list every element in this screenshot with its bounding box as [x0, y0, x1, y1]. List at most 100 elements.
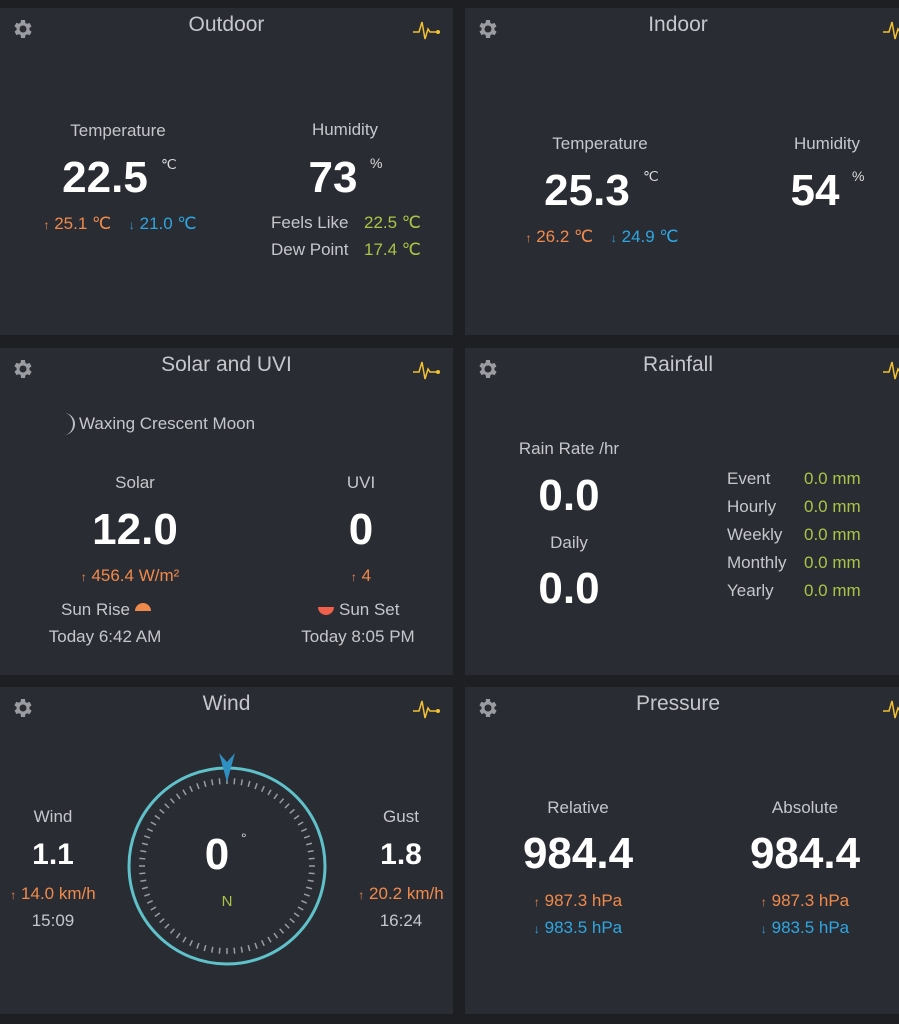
pulse-chart-icon[interactable] — [413, 698, 441, 720]
compass-tick — [175, 932, 181, 939]
rain-row-hourly: Hourly 0.0 mm — [727, 497, 861, 516]
temp-high: ↑ 25.1 ℃ — [43, 214, 112, 233]
rain-totals: Event 0.0 mm Hourly 0.0 mm Weekly 0.0 mm Mo… — [727, 465, 861, 605]
temperature-label: Temperature — [70, 121, 166, 140]
compass-tick — [140, 879, 147, 883]
card-title: Indoor — [648, 13, 708, 36]
compass-tick — [284, 803, 290, 809]
rainfall-card: Rainfall Rain Rate /hr 0.0 Daily 0.0 Eve… — [465, 348, 899, 675]
wind-label: Wind — [33, 807, 73, 826]
compass-tick — [247, 945, 251, 952]
compass-tick — [293, 912, 300, 918]
dew-point-label: Dew Point — [271, 240, 349, 259]
compass-tick — [240, 779, 244, 786]
absolute-label: Absolute — [771, 798, 839, 817]
arrow-up-icon: ↑ — [525, 231, 532, 245]
rain-rate-value: 0.0 — [538, 471, 600, 520]
daily-value: 0.0 — [538, 564, 600, 613]
sunrise-label: Sun Rise — [61, 600, 130, 619]
arrow-down-icon: ↓ — [760, 922, 767, 936]
absolute-high: ↑ 987.3 hPa — [760, 891, 850, 910]
compass-tick — [196, 942, 200, 949]
compass-tick — [203, 780, 207, 787]
compass-tick — [210, 779, 214, 786]
outdoor-card: Outdoor Temperature 22.5 ℃ ↑ 25.1 ℃ ↓ 21… — [0, 8, 453, 335]
temp-high: ↑ 26.2 ℃ — [525, 227, 594, 246]
wind-direction-value: 0 — [204, 830, 230, 879]
compass-tick — [182, 936, 187, 943]
relative-low: ↓ 983.5 hPa — [533, 918, 623, 937]
pulse-chart-icon[interactable] — [883, 698, 899, 720]
degree-symbol: ° — [241, 830, 247, 846]
compass-tick — [273, 932, 279, 939]
sunset-label: Sun Set — [339, 600, 400, 619]
compass-tick — [196, 783, 200, 790]
absolute-low: ↓ 983.5 hPa — [760, 918, 850, 937]
compass-tick — [240, 946, 244, 953]
compass-tick — [146, 899, 153, 904]
compass-tick — [169, 798, 175, 804]
pressure-card: Pressure Relative 984.4 ↑ 987.3 hPa ↓ 98… — [465, 687, 899, 1014]
daily-label: Daily — [550, 533, 588, 552]
arrow-down-icon: ↓ — [533, 922, 540, 936]
compass-tick — [164, 923, 170, 929]
rain-rate-label: Rain Rate /hr — [518, 439, 620, 458]
feels-like-value: 22.5 ℃ — [364, 213, 421, 232]
sunrise-icon — [135, 603, 151, 611]
compass-tick — [289, 808, 295, 814]
rain-row-monthly: Monthly 0.0 mm — [727, 553, 861, 572]
pulse-chart-icon[interactable] — [413, 19, 441, 41]
compass-tick — [233, 778, 236, 785]
humidity-label: Humidity — [311, 120, 379, 139]
compass-tick — [154, 814, 161, 820]
compass-tick — [289, 918, 295, 924]
compass-tick — [203, 945, 207, 952]
compass-tick — [279, 928, 285, 934]
compass-tick — [303, 835, 310, 839]
arrow-up-icon: ↑ — [80, 570, 87, 584]
arrow-up-icon: ↑ — [358, 888, 365, 902]
wind-direction-pointer-icon — [219, 753, 235, 782]
compass-tick — [150, 821, 157, 826]
solar-uvi-card: Solar and UVI Waxing Crescent Moon Solar… — [0, 348, 453, 675]
compass-tick — [189, 940, 194, 947]
compass-tick — [141, 886, 148, 890]
wind-card: Wind Wind 1.1 ↑ 14.0 km/h 15:09 Gust 1.8… — [0, 687, 453, 1014]
compass-tick — [306, 886, 313, 890]
gust-label: Gust — [383, 807, 419, 826]
compass-tick — [150, 906, 157, 911]
compass-tick — [146, 828, 153, 833]
compass-tick — [144, 893, 151, 897]
compass-tick — [140, 849, 147, 853]
humidity-unit: % — [852, 168, 865, 184]
temp-low: ↓ 21.0 ℃ — [128, 214, 197, 233]
moon-phase: Waxing Crescent Moon — [79, 414, 256, 433]
sunset-time: Today 8:05 PM — [301, 627, 415, 646]
dew-point-value: 17.4 ℃ — [364, 240, 421, 259]
compass-tick — [260, 940, 265, 947]
solar-value: 12.0 — [92, 505, 178, 554]
pulse-chart-icon[interactable] — [413, 359, 441, 381]
compass-tick — [301, 899, 308, 904]
compass-tick — [144, 835, 151, 839]
compass-dial — [127, 753, 327, 966]
rain-row-yearly: Yearly 0.0 mm — [727, 581, 861, 600]
compass-tick — [301, 828, 308, 833]
compass-tick — [218, 778, 221, 785]
compass-tick — [303, 893, 310, 897]
compass-tick — [159, 918, 165, 924]
uvi-label: UVI — [346, 473, 376, 492]
compass-tick — [139, 872, 146, 875]
compass-tick — [210, 946, 214, 953]
pulse-chart-icon[interactable] — [883, 359, 899, 381]
arrow-up-icon: ↑ — [533, 895, 540, 909]
gust-value: 1.8 — [380, 838, 422, 871]
wind-value: 1.1 — [32, 838, 74, 871]
compass-tick — [267, 789, 272, 796]
compass-tick — [260, 785, 265, 792]
card-title: Rainfall — [642, 353, 714, 376]
compass-tick — [218, 947, 221, 954]
pulse-chart-icon[interactable] — [883, 19, 899, 41]
arrow-up-icon: ↑ — [760, 895, 767, 909]
compass-tick — [279, 798, 285, 804]
